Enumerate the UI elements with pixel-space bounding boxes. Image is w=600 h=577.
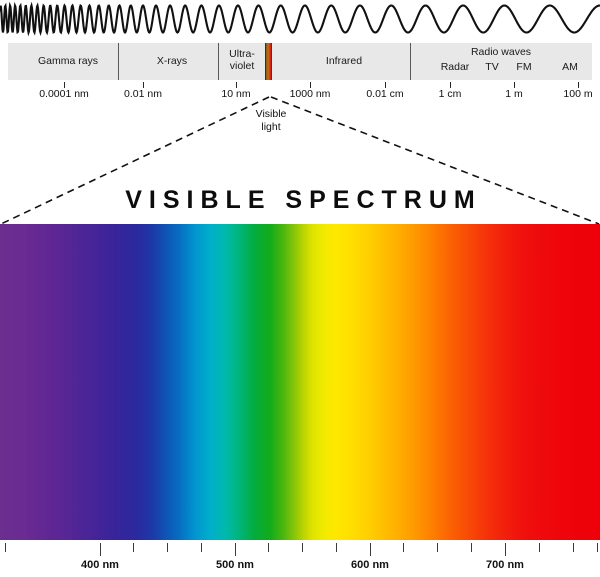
scale-tick xyxy=(236,82,237,88)
visible-light-strip xyxy=(265,43,272,80)
band-label-am: AM xyxy=(562,61,578,73)
band-label-ultraviolet-line2: violet xyxy=(229,59,255,72)
visible-light-caption: Visible light xyxy=(236,108,306,134)
wavelength-label: 700 nm xyxy=(486,559,524,571)
scale-tick xyxy=(450,82,451,88)
wavelength-tick-minor xyxy=(437,543,438,552)
wavelength-tick-minor xyxy=(133,543,134,552)
scale-tick xyxy=(64,82,65,88)
callout-lines xyxy=(0,90,600,230)
scale-label-0: 0.0001 nm xyxy=(39,88,89,100)
band-label-gamma-rays: Gamma rays xyxy=(37,55,99,67)
scale-label-3: 1000 nm xyxy=(289,88,331,100)
scale-label-7: 100 m xyxy=(563,88,593,100)
visible-light-caption-line2: light xyxy=(261,121,281,133)
wavelength-tick-minor xyxy=(336,543,337,552)
band-label-infrared: Infrared xyxy=(325,55,363,67)
band-label-radar: Radar xyxy=(440,61,470,73)
scale-label-2: 10 nm xyxy=(221,88,251,100)
wavelength-tick-minor xyxy=(403,543,404,552)
scale-tick xyxy=(514,82,515,88)
scale-tick xyxy=(310,82,311,88)
visible-spectrum-gradient xyxy=(0,224,600,540)
wavelength-label: 400 nm xyxy=(81,559,119,571)
band-label-tv: TV xyxy=(485,61,499,73)
wavelength-tick-minor xyxy=(539,543,540,552)
wavelength-tick-minor xyxy=(597,543,598,552)
band-divider xyxy=(218,43,219,80)
page-title: VISIBLE SPECTRUM xyxy=(125,186,482,214)
wavelength-tick-minor xyxy=(573,543,574,552)
wavelength-label: 600 nm xyxy=(351,559,389,571)
scale-label-6: 1 m xyxy=(505,88,523,100)
wavelength-tick-minor xyxy=(302,543,303,552)
wavelength-tick-minor xyxy=(268,543,269,552)
band-divider xyxy=(410,43,411,80)
wavelength-tick-minor xyxy=(471,543,472,552)
scale-label-4: 0.01 cm xyxy=(366,88,404,100)
band-label-ultraviolet: Ultra- violet xyxy=(220,48,264,72)
band-label-x-rays: X-rays xyxy=(156,55,188,67)
band-divider xyxy=(118,43,119,80)
wavelength-tick-minor xyxy=(5,543,6,552)
wavelength-tick-major xyxy=(370,543,371,556)
visible-light-caption-line1: Visible xyxy=(255,108,287,120)
scale-label-1: 0.01 nm xyxy=(124,88,162,100)
band-label-fm: FM xyxy=(516,61,532,73)
scale-tick xyxy=(385,82,386,88)
scale-label-5: 1 cm xyxy=(438,88,462,100)
wavelength-tick-major xyxy=(235,543,236,556)
wavelength-tick-minor xyxy=(201,543,202,552)
wavelength-tick-major xyxy=(505,543,506,556)
band-label-radio-waves: Radio waves xyxy=(470,46,532,58)
callout-line-right xyxy=(270,96,600,225)
waveform-area xyxy=(0,0,600,38)
wavelength-tick-major xyxy=(100,543,101,556)
wavelength-label: 500 nm xyxy=(216,559,254,571)
scale-tick xyxy=(143,82,144,88)
wavelength-tick-minor xyxy=(167,543,168,552)
em-spectrum-band: Gamma rays X-rays Ultra- violet Infrared… xyxy=(8,43,592,80)
scale-tick xyxy=(578,82,579,88)
callout-line-left xyxy=(0,96,270,225)
band-label-ultraviolet-line1: Ultra- xyxy=(229,48,255,60)
